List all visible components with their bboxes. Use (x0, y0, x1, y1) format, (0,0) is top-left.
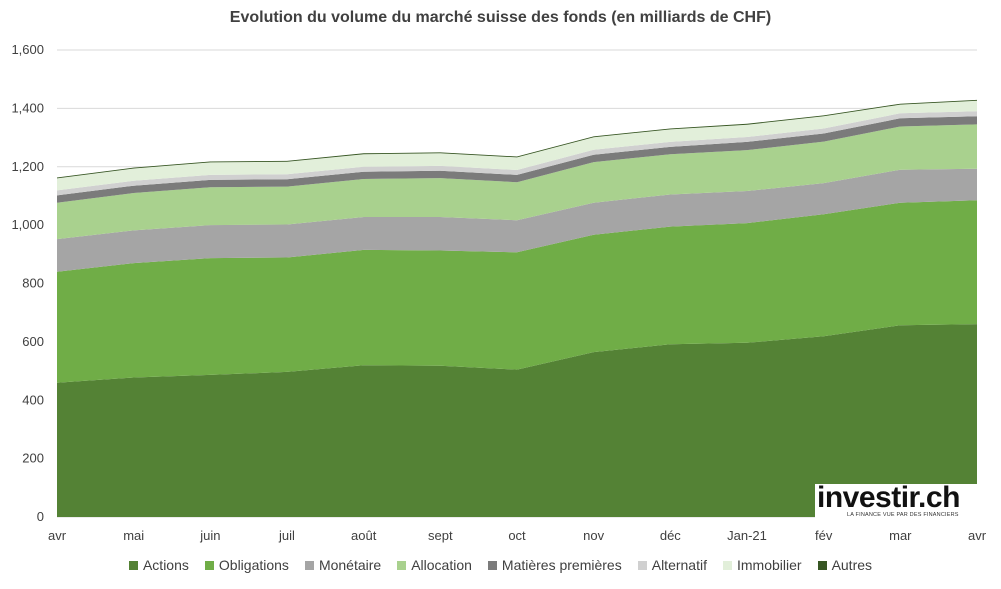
x-axis: avr mai juin juil août sept oct nov déc Jan-21 fév… (48, 528, 987, 543)
legend-label: Immobilier (736, 557, 802, 573)
x-tick-label: avr (968, 528, 987, 543)
y-tick-label: 1,400 (11, 100, 44, 115)
legend-item: Monétaire (304, 557, 382, 573)
area-alternatif (57, 111, 977, 196)
legend-item: Alternatif (637, 557, 707, 573)
y-tick-label: 1,000 (11, 217, 44, 232)
legend-label: Matières premières (501, 557, 622, 573)
legend-swatch (204, 560, 214, 570)
x-tick-label: Jan-21 (727, 528, 767, 543)
x-tick-label: juin (199, 528, 220, 543)
y-tick-label: 400 (22, 392, 44, 407)
legend-swatch (817, 560, 827, 570)
x-tick-label: déc (660, 528, 681, 543)
chart-title: Evolution du volume du marché suisse des… (229, 9, 772, 26)
legend-label: Allocation (411, 557, 472, 573)
x-tick-label: nov (583, 528, 604, 543)
legend-label: Alternatif (651, 557, 707, 573)
x-tick-label: sept (428, 528, 453, 543)
investir-logo: investir.ch LA FINANCE VUE PAR DES FINAN… (815, 481, 977, 520)
area-mon-taire (57, 168, 977, 272)
legend-item: Allocation (397, 557, 472, 573)
logo-tagline: LA FINANCE VUE PAR DES FINANCIERS (847, 512, 959, 518)
legend-swatch (637, 560, 647, 570)
legend-item: Actions (128, 557, 189, 573)
y-tick-label: 200 (22, 451, 44, 466)
legend-item: Obligations (204, 557, 289, 573)
x-tick-label: fév (815, 528, 833, 543)
legend-item: Immobilier (722, 557, 802, 573)
area-mati-res-premi-res (57, 116, 977, 203)
legend-label: Actions (142, 557, 189, 573)
area-allocation (57, 124, 977, 240)
area-series (57, 99, 977, 517)
legend-swatch (128, 560, 138, 570)
legend-swatch (487, 560, 497, 570)
y-tick-label: 800 (22, 276, 44, 291)
legend: Actions Obligations Monétaire Allocation Mat… (0, 557, 1001, 573)
y-tick-label: 600 (22, 334, 44, 349)
x-tick-label: oct (508, 528, 526, 543)
x-tick-label: mar (889, 528, 912, 543)
legend-swatch (397, 560, 407, 570)
y-axis: 0 200 400 600 800 1,000 1,200 1,400 1,600 (11, 42, 44, 524)
x-tick-label: juil (278, 528, 295, 543)
area-immobilier (57, 100, 977, 191)
legend-label: Monétaire (318, 557, 382, 573)
logo-wordmark: investir.ch (817, 481, 960, 514)
legend-swatch (304, 560, 314, 570)
x-tick-label: août (351, 528, 377, 543)
legend-item: Autres (817, 557, 873, 573)
legend-swatch (722, 560, 732, 570)
x-tick-label: avr (48, 528, 67, 543)
y-tick-label: 0 (37, 509, 44, 524)
area-actions (57, 324, 977, 517)
x-tick-label: mai (123, 528, 144, 543)
area-obligations (57, 200, 977, 383)
legend-label: Autres (831, 557, 873, 573)
legend-label: Obligations (218, 557, 289, 573)
y-tick-label: 1,600 (11, 42, 44, 57)
legend-item: Matières premières (487, 557, 622, 573)
y-tick-label: 1,200 (11, 159, 44, 174)
